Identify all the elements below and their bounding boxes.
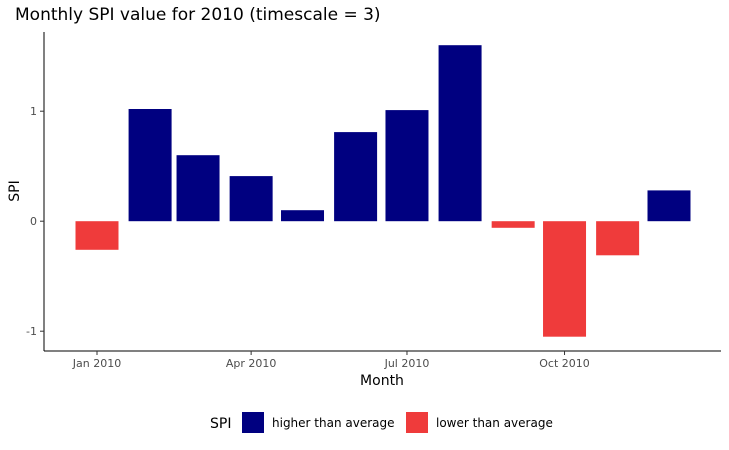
x-tick-label: Jan 2010	[72, 357, 121, 370]
bar-2010-01	[75, 221, 119, 250]
y-tick-label: 0	[30, 215, 37, 228]
legend-title: SPI	[210, 416, 231, 432]
bar-2010-04	[229, 176, 273, 222]
x-tick-label: Jul 2010	[384, 357, 430, 370]
legend-label-lower: lower than average	[436, 416, 553, 430]
bars-group	[75, 45, 691, 337]
bar-2010-09	[491, 221, 535, 228]
bar-2010-08	[438, 45, 482, 222]
legend-label-higher: higher than average	[272, 416, 395, 430]
x-ticks-group: Jan 2010 Apr 2010 Jul 2010 Oct 2010	[72, 351, 590, 370]
bar-2010-07	[385, 110, 429, 222]
x-axis-title: Month	[360, 373, 404, 389]
y-tick-label: 1	[30, 105, 37, 118]
bar-2010-12	[647, 190, 691, 222]
y-ticks-group: -1 0 1	[26, 105, 44, 338]
y-tick-label: -1	[26, 325, 37, 338]
bar-2010-06	[334, 132, 378, 222]
x-tick-label: Oct 2010	[539, 357, 590, 370]
y-axis-title: SPI	[7, 180, 23, 201]
bar-2010-11	[596, 221, 640, 256]
legend-swatch-higher	[242, 412, 264, 433]
bar-2010-02	[128, 109, 172, 222]
legend: SPI higher than average lower than avera…	[210, 412, 553, 433]
bar-2010-05	[281, 210, 325, 222]
bar-2010-10	[543, 221, 587, 337]
chart-title: Monthly SPI value for 2010 (timescale = …	[15, 5, 381, 25]
x-tick-label: Apr 2010	[226, 357, 277, 370]
legend-swatch-lower	[406, 412, 428, 433]
bar-2010-03	[176, 155, 220, 222]
